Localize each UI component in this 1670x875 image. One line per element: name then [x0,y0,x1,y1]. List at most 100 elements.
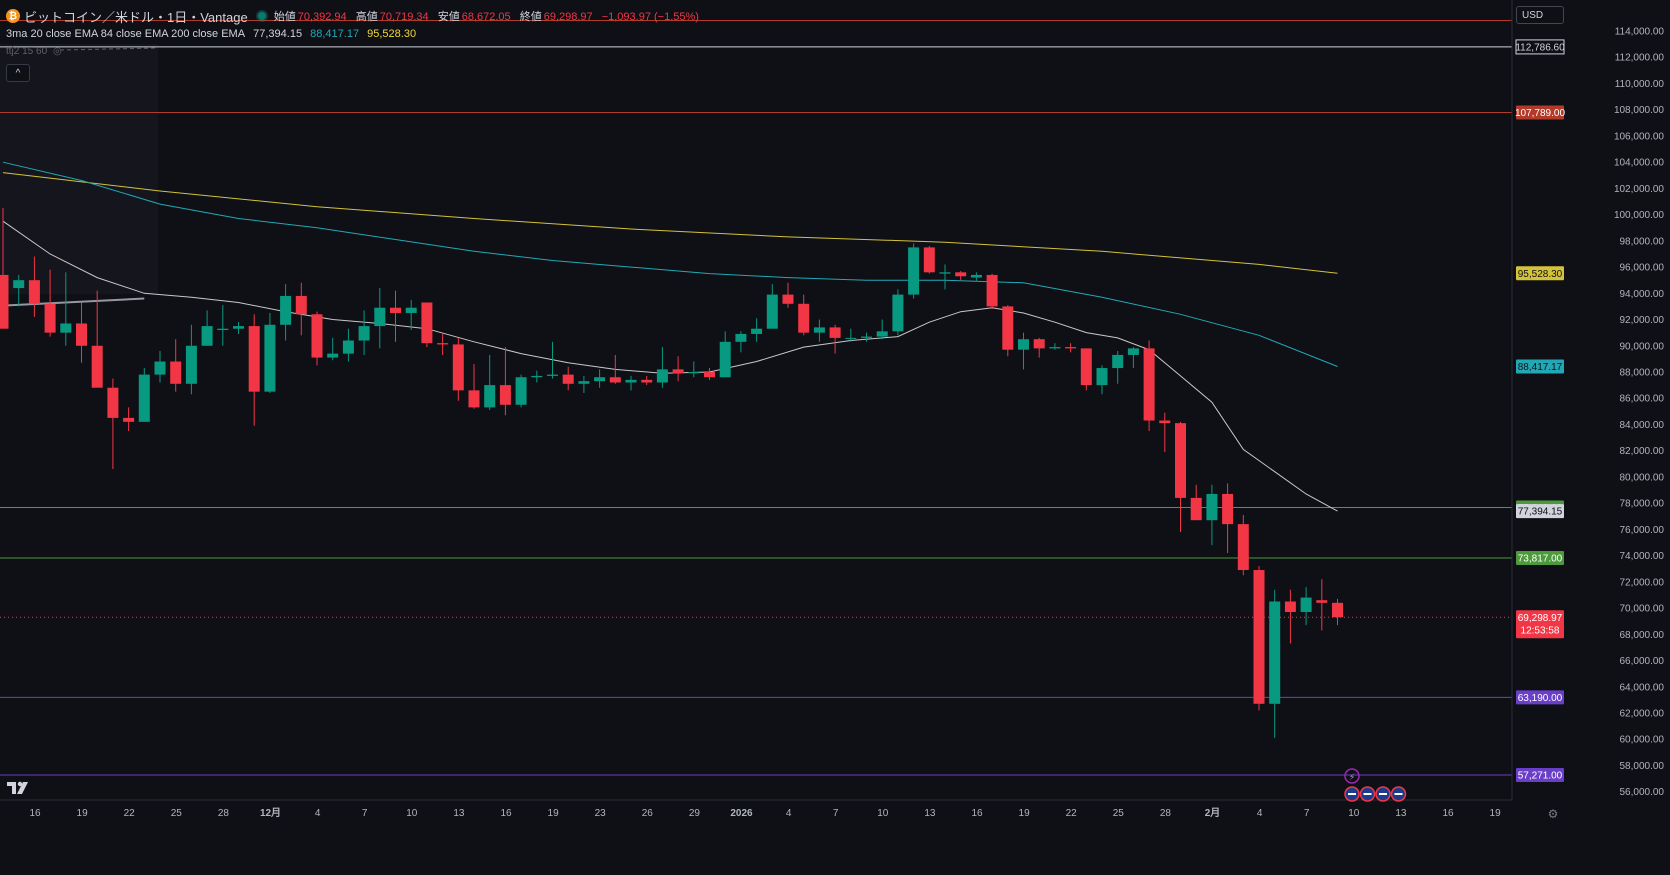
bitcoin-logo-icon[interactable]: ₿ [6,9,20,23]
eye-hidden-icon[interactable]: ◎ [52,46,62,57]
x-tick-label: 13 [1395,808,1407,819]
ema-price-label: 77,394.15 [1518,507,1563,518]
y-tick-label: 68,000.00 [1620,630,1665,641]
candle-body [123,417,135,422]
candle-body [908,247,920,295]
lightning-event-icon [1344,768,1360,784]
x-tick-label: 19 [1490,808,1502,819]
candle-body [342,340,354,354]
level-price-label-border [1515,39,1565,55]
y-tick-label: 56,000.00 [1620,787,1665,798]
level-price-label-bg [1516,690,1564,705]
ema200-line [2,172,1338,274]
us-flag-stripe [1363,793,1372,795]
y-tick-label: 86,000.00 [1620,394,1665,405]
y-tick-label: 74,000.00 [1620,551,1665,562]
low-label: 安値 [437,11,460,23]
ema20-line [2,220,1338,512]
candle-body [1112,354,1124,369]
x-tick-label: 16 [29,808,41,819]
y-tick-label: 76,000.00 [1620,525,1665,536]
ema-price-label: 95,528.30 [1518,269,1563,280]
market-status-icon[interactable] [257,12,266,20]
y-tick-label: 64,000.00 [1620,682,1665,693]
level-price-label: 57,271.00 [1518,771,1563,782]
candle-body [813,327,825,333]
indicator-name[interactable]: 3ma 20 close EMA 84 close EMA 200 close … [6,28,246,40]
candle-body [1175,423,1186,498]
y-tick-label: 98,000.00 [1620,236,1665,247]
level-price-label: 112,786.60 [1515,42,1565,53]
candle-body [405,307,417,313]
x-tick-label: 23 [595,808,607,819]
current-price-label-bg [1516,610,1564,639]
x-tick-label: 10 [877,808,889,819]
candle-body [1127,348,1139,355]
x-tick-label: 12月 [260,807,281,819]
symbol-title[interactable]: ビットコイン／米ドル・1日・Vantage [24,9,248,25]
y-tick-label: 70,000.00 [1620,604,1665,615]
candle-body [939,272,951,274]
ema-price-label-bg [1516,359,1564,374]
x-tick-label: 29 [689,808,701,819]
x-tick-label: 10 [1348,808,1360,819]
candle-body [1316,600,1328,603]
ema84-line [2,161,1338,367]
currency-selector[interactable]: USD [1516,6,1564,24]
dashed-trendline [59,47,159,51]
tradingview-logo-icon[interactable] [6,778,34,798]
collapse-legend-button[interactable]: ^ [6,64,30,82]
high-value: 70,719.34 [379,11,429,23]
x-tick-label: 4 [315,808,321,819]
candle-body [484,385,496,408]
x-tick-label: 16 [1442,808,1454,819]
chevron-up-icon: ^ [15,67,21,79]
second-indicator-name[interactable]: ttj2 15 60 [6,46,48,57]
candle-body [185,345,197,384]
open-label: 始値 [273,11,296,23]
candle-body [91,345,103,388]
close-label: 終値 [519,11,542,23]
level-price-label: 107,789.00 [1515,108,1565,119]
candle-body [1222,493,1234,525]
candle-body [264,324,276,392]
y-tick-label: 66,000.00 [1620,656,1665,667]
us-flag-stripe [1348,793,1356,795]
candle-body [1159,420,1171,424]
x-tick-label: 26 [642,808,654,819]
candle-body [719,341,731,378]
y-tick-label: 82,000.00 [1620,446,1665,457]
x-tick-label: 19 [1019,808,1031,819]
ema-price-label-bg [1516,266,1564,281]
y-tick-label: 90,000.00 [1620,341,1665,352]
indicator-legend[interactable]: 3ma 20 close EMA 84 close EMA 200 close … [6,28,421,40]
candle-body [60,323,72,333]
candle-body [390,307,401,313]
candle-body [1049,347,1061,349]
candle-body [688,371,700,374]
us-flag-stripe [1394,793,1403,795]
x-tick-label: 13 [924,808,936,819]
x-tick-label: 13 [453,808,465,819]
level-price-label-bg [1516,551,1564,566]
y-tick-label: 72,000.00 [1620,577,1665,588]
candle-body [201,326,213,346]
second-indicator-legend[interactable]: ttj2 15 60 ◎ [6,46,62,57]
x-tick-label: 16 [971,808,983,819]
currency-label: USD [1522,9,1544,21]
settings-gear-icon[interactable]: ⚙ [1547,807,1559,821]
current-price-label: 69,298.97 [1518,613,1563,624]
candle-body [28,280,40,304]
candle-body [1332,602,1343,618]
y-tick-label: 106,000.00 [1614,131,1664,142]
candle-body [44,303,56,333]
x-tick-label: 10 [406,808,418,819]
candle-body [499,385,511,405]
candle-body [374,307,386,327]
x-tick-label: 19 [77,808,89,819]
y-tick-label: 78,000.00 [1620,499,1665,510]
y-tick-label: 88,000.00 [1620,367,1665,378]
ema200-value: 95,528.30 [367,28,417,40]
level-price-label: 73,817.00 [1518,554,1563,565]
